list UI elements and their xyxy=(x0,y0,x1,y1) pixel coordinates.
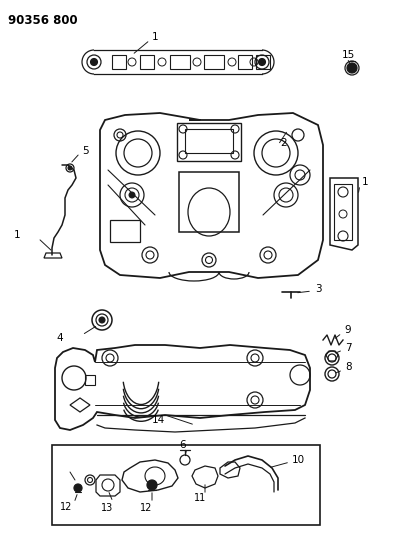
Text: 9: 9 xyxy=(344,325,351,335)
Bar xyxy=(85,375,95,385)
Text: 4: 4 xyxy=(56,333,63,343)
Circle shape xyxy=(91,59,97,66)
Text: 2: 2 xyxy=(280,138,286,148)
Text: 1: 1 xyxy=(362,177,369,187)
Text: 10: 10 xyxy=(292,455,305,465)
Text: 14: 14 xyxy=(151,415,165,425)
Text: 1: 1 xyxy=(152,32,159,42)
Text: 1: 1 xyxy=(14,230,20,240)
Text: 3: 3 xyxy=(315,284,322,294)
Bar xyxy=(238,55,252,69)
Bar xyxy=(185,129,233,153)
Bar xyxy=(177,123,241,161)
Circle shape xyxy=(68,166,72,170)
Bar xyxy=(204,55,224,69)
Text: 11: 11 xyxy=(194,493,206,503)
Text: 12: 12 xyxy=(140,503,152,513)
Text: 5: 5 xyxy=(82,146,89,156)
Bar xyxy=(140,55,154,69)
Circle shape xyxy=(74,484,82,492)
Bar xyxy=(179,172,239,232)
Text: 90356 800: 90356 800 xyxy=(8,14,78,27)
Circle shape xyxy=(129,192,135,198)
Text: 12: 12 xyxy=(60,502,72,512)
Bar xyxy=(256,55,270,69)
Bar xyxy=(112,55,126,69)
Bar xyxy=(52,445,320,525)
Text: 13: 13 xyxy=(101,503,113,513)
Text: 7: 7 xyxy=(345,343,352,353)
Circle shape xyxy=(259,59,265,66)
Circle shape xyxy=(147,480,157,490)
Circle shape xyxy=(99,317,105,323)
Bar xyxy=(110,220,140,242)
Text: 15: 15 xyxy=(342,50,355,60)
Text: 6: 6 xyxy=(180,440,186,450)
Bar xyxy=(334,184,352,240)
Bar xyxy=(170,55,190,69)
Text: 8: 8 xyxy=(345,362,352,372)
Circle shape xyxy=(347,63,357,73)
